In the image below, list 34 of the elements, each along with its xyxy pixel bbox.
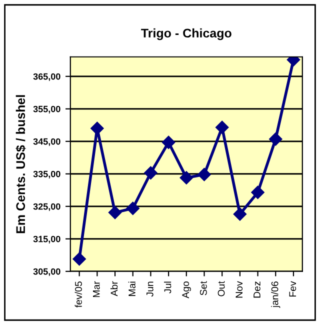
x-tick-label: Set [200,281,207,296]
x-tick-label: Mar [92,281,100,298]
point [251,186,264,199]
point [72,252,86,266]
y-tick-label: 355,00 [33,106,60,114]
point [108,206,122,220]
x-tick-label: Jun [146,282,154,297]
point [144,166,158,180]
y-tick-label: 315,00 [33,236,60,244]
y-tick-label: 365,00 [33,73,60,82]
point [126,202,140,215]
y-tick-label: 335,00 [33,170,60,179]
y-axis-title: Em Cents. US$ / bushel [16,95,26,234]
point [180,171,193,184]
point [162,136,176,149]
x-tick-label: jan/06 [271,282,280,308]
y-tick-label: 345,00 [33,138,60,146]
x-tick-label: Fev [289,281,296,297]
x-tick-label: fev/05 [74,282,82,308]
point [198,168,211,182]
point [90,122,104,135]
x-tick-label: Mai [128,282,136,296]
y-tick-label: 325,00 [33,203,60,212]
x-tick-label: Ago [182,282,191,298]
y-tick-label: 305,00 [33,268,60,276]
x-tick-label: Dez [254,282,260,298]
x-tick-label: Out [218,281,225,296]
point [269,132,282,146]
x-tick-label: Abr [110,281,118,296]
x-tick-label: Jul [164,282,172,294]
x-tick-label: Nov [236,281,243,298]
point [233,208,247,221]
chart-title: Trigo - Chicago [141,28,232,40]
point [216,120,229,134]
